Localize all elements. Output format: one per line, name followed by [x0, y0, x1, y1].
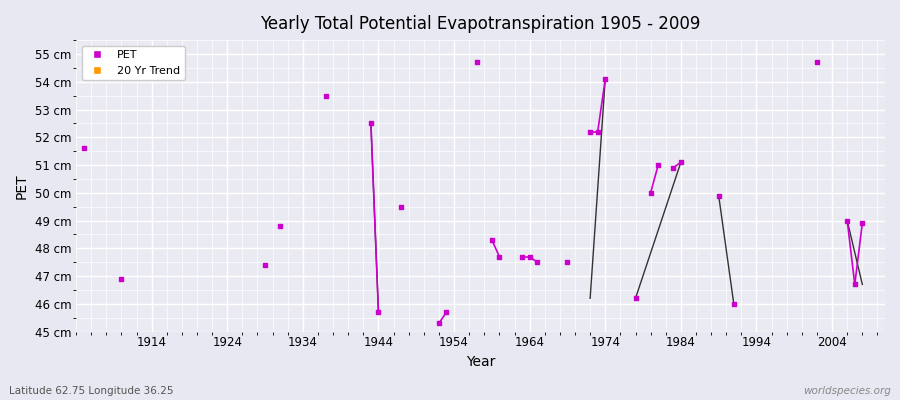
PET	[394, 204, 409, 210]
Text: Latitude 62.75 Longitude 36.25: Latitude 62.75 Longitude 36.25	[9, 386, 174, 396]
PET	[372, 309, 386, 315]
Line: 20 Yr Trend: 20 Yr Trend	[371, 123, 379, 312]
PET	[364, 120, 378, 126]
PET	[492, 254, 507, 260]
PET	[666, 165, 680, 171]
PET	[726, 301, 741, 307]
Title: Yearly Total Potential Evapotranspiration 1905 - 2009: Yearly Total Potential Evapotranspiratio…	[260, 15, 701, 33]
Legend: PET, 20 Yr Trend: PET, 20 Yr Trend	[82, 46, 184, 80]
PET	[840, 217, 854, 224]
PET	[114, 276, 129, 282]
PET	[583, 128, 598, 135]
PET	[712, 192, 726, 199]
20 Yr Trend	[365, 121, 376, 126]
20 Yr Trend	[374, 310, 384, 314]
PET	[523, 254, 537, 260]
PET	[76, 145, 91, 152]
PET	[651, 162, 665, 168]
X-axis label: Year: Year	[466, 355, 495, 369]
PET	[590, 128, 605, 135]
PET	[855, 220, 869, 226]
PET	[674, 159, 688, 166]
PET	[432, 320, 446, 326]
Text: worldspecies.org: worldspecies.org	[803, 386, 891, 396]
PET	[848, 281, 862, 288]
PET	[439, 309, 454, 315]
PET	[561, 259, 575, 265]
PET	[485, 237, 500, 243]
Y-axis label: PET: PET	[15, 173, 29, 199]
PET	[530, 259, 544, 265]
PET	[644, 190, 658, 196]
PET	[273, 223, 287, 229]
PET	[598, 76, 613, 82]
PET	[258, 262, 273, 268]
PET	[628, 295, 643, 302]
PET	[319, 92, 333, 99]
PET	[810, 59, 824, 66]
PET	[515, 254, 529, 260]
PET	[470, 59, 484, 66]
